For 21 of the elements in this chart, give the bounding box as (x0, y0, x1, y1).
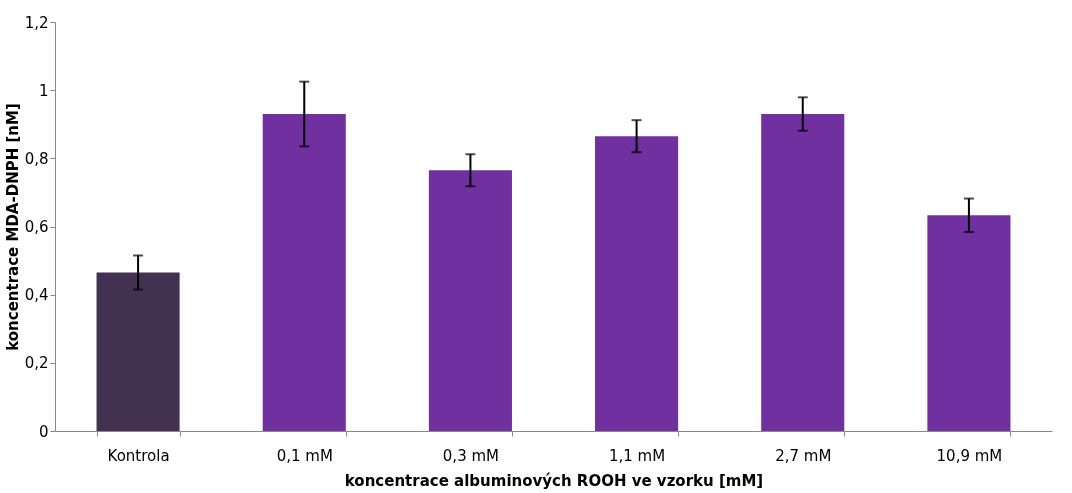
x-tick-label: 2,7 mM (775, 446, 832, 465)
y-tick-label: 0,2 (24, 354, 49, 373)
x-tick-label: 10,9 mM (936, 446, 1003, 465)
bar (428, 170, 512, 431)
y-tick-label: 0 (38, 422, 49, 441)
x-axis-title: koncentrace albuminových ROOH ve vzorku [mM] (344, 471, 764, 490)
y-tick-label: 1,2 (24, 13, 49, 32)
bar (262, 114, 346, 431)
y-tick-label: 0,8 (24, 149, 49, 168)
y-axis-title: koncentrace MDA-DNPH [nM] (3, 103, 22, 351)
x-tick-label: 0,3 mM (442, 446, 500, 465)
bar (595, 136, 679, 431)
y-tick-label: 0,6 (24, 218, 49, 236)
x-tick-label: Kontrola (107, 446, 170, 465)
y-tick-label: 1 (38, 81, 49, 100)
bar (761, 114, 845, 431)
x-tick-label: 0,1 mM (276, 446, 333, 465)
bar (96, 272, 180, 431)
y-tick-label: 0,4 (24, 286, 49, 305)
x-tick-label: 1,1 mM (608, 446, 666, 465)
bar (927, 215, 1011, 431)
